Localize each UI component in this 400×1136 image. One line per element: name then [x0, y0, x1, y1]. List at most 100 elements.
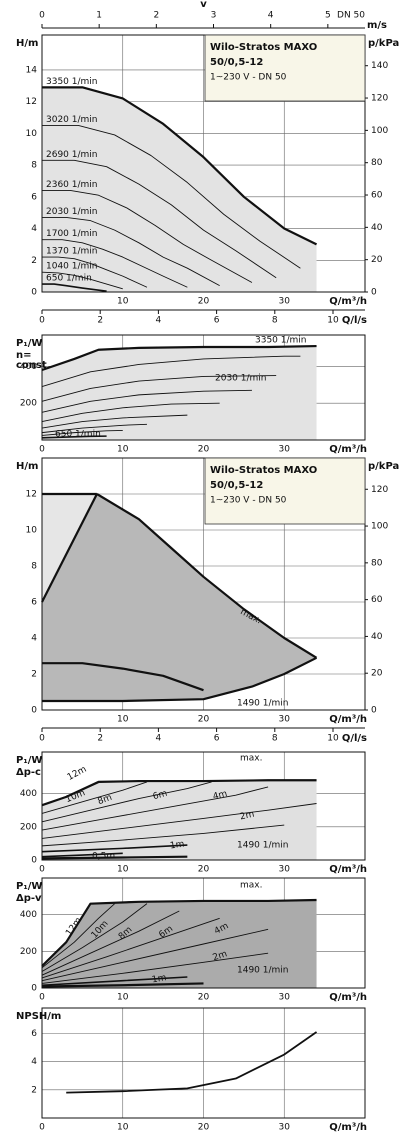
- top-axis-label: v: [200, 0, 207, 10]
- x-tick-label: 30: [279, 993, 291, 1003]
- curve-label: 1m: [151, 973, 167, 985]
- info-text: 1~230 V - DN 50: [210, 496, 287, 506]
- x-tick-label: 20: [198, 715, 210, 725]
- top-axis-unit: m/s: [367, 20, 387, 31]
- x2-tick-label: 2: [97, 734, 103, 744]
- curve: [41, 910, 180, 976]
- y-axis-label: NPSH/m: [16, 1011, 61, 1022]
- x-tick-label: 10: [117, 993, 129, 1003]
- x-tick-label: 0: [39, 993, 45, 1003]
- curve: [42, 124, 301, 269]
- x-tick-label: 30: [279, 1123, 291, 1133]
- y-tick-label: 6: [31, 598, 37, 608]
- y-tick-label: 0: [31, 288, 37, 298]
- x2-tick-label: 8: [272, 316, 278, 326]
- curve-label: 650 1/min: [55, 430, 101, 440]
- y-tick-label: 0: [31, 984, 37, 994]
- curve: [41, 429, 123, 436]
- curve: [42, 256, 148, 288]
- curve-label: 2m: [212, 949, 229, 963]
- curve-label: max.: [240, 754, 262, 764]
- curve: [41, 786, 269, 831]
- y2-tick-label: 0: [371, 288, 377, 298]
- x2-tick-label: 6: [214, 316, 220, 326]
- curve: [41, 952, 269, 984]
- x-tick-label: 20: [198, 865, 210, 875]
- x2-tick-label: 0: [39, 316, 45, 326]
- curve: [41, 982, 204, 988]
- plot-frame: [41, 334, 366, 441]
- y-tick-label: 8: [31, 161, 37, 171]
- x-tick-label: 30: [279, 297, 291, 307]
- x2-tick-label: 10: [327, 734, 339, 744]
- y-axis-label: H/m: [16, 38, 38, 49]
- top-tick-label: 2: [153, 11, 159, 21]
- y-tick-label: 6: [31, 1029, 37, 1039]
- x-tick-label: 20: [198, 297, 210, 307]
- y-axis-sublabel: Δp-c: [16, 767, 41, 778]
- y-tick-label: 10: [26, 129, 38, 139]
- curve: [42, 86, 318, 246]
- curve: [41, 375, 277, 402]
- y-tick-label: 0: [31, 706, 37, 716]
- x2-tick-label: 4: [156, 734, 162, 744]
- curve: [41, 344, 317, 372]
- curve: [66, 1031, 318, 1094]
- curve-label: 3350 1/min: [255, 336, 307, 346]
- x-tick-label: 20: [198, 1123, 210, 1133]
- curve: [41, 903, 115, 969]
- y-tick-label: 10: [26, 526, 38, 536]
- plot-frame: [41, 34, 366, 293]
- info-text: Wilo-Stratos MAXO: [210, 42, 317, 53]
- curve-label: 650 1/min: [46, 274, 92, 284]
- curve-label: 1700 1/min: [46, 229, 98, 239]
- y-tick-label: 200: [20, 947, 37, 957]
- y-tick-label: 400: [20, 362, 37, 372]
- curve: [42, 159, 277, 279]
- y-tick-label: 6: [31, 192, 37, 202]
- curve-label: 2m: [239, 810, 255, 823]
- x-tick-label: 0: [39, 865, 45, 875]
- x-axis-label: Q/m³/h: [329, 444, 367, 455]
- curve: [41, 271, 123, 290]
- area: [42, 900, 317, 988]
- curve: [42, 190, 253, 283]
- y2-tick-label: 80: [371, 558, 383, 568]
- curve-label: 3350 1/min: [46, 77, 98, 87]
- info-box: [204, 457, 366, 525]
- curve: [41, 855, 188, 860]
- curve: [41, 435, 107, 439]
- x2-tick-label: 4: [156, 316, 162, 326]
- info-text: Wilo-Stratos MAXO: [210, 465, 317, 476]
- curve-label: 1490 1/min: [237, 966, 289, 976]
- info-text: 50/0,5-12: [210, 57, 263, 68]
- top-axis-note: DN 50: [337, 11, 365, 21]
- y-tick-label: 2: [31, 670, 37, 680]
- x-tick-label: 10: [117, 445, 129, 455]
- y-tick-label: 8: [31, 562, 37, 572]
- x-tick-label: 0: [39, 445, 45, 455]
- y2-tick-label: 120: [371, 485, 388, 495]
- curve-label: 4m: [212, 789, 228, 802]
- plot-frame: [41, 751, 366, 861]
- curve: [41, 803, 317, 839]
- x-axis-label: Q/m³/h: [329, 714, 367, 725]
- info-text: 1~230 V - DN 50: [210, 73, 287, 83]
- x2-tick-label: 10: [327, 316, 339, 326]
- top-tick-label: 5: [325, 11, 331, 21]
- y-tick-label: 4: [31, 1057, 37, 1067]
- x2-tick-label: 6: [214, 734, 220, 744]
- y-tick-label: 2: [31, 256, 37, 266]
- y-tick-label: 2: [31, 1085, 37, 1095]
- curve-label: 0,5m: [92, 852, 115, 862]
- curve-label: 1490 1/min: [237, 699, 289, 709]
- area: [42, 780, 317, 860]
- curve: [41, 389, 252, 413]
- curve: [41, 824, 285, 847]
- y-tick-label: 200: [20, 399, 37, 409]
- y2-tick-label: 60: [371, 595, 383, 605]
- curve-label: 1m: [169, 840, 185, 852]
- curve: [41, 414, 188, 429]
- curve: [41, 928, 269, 982]
